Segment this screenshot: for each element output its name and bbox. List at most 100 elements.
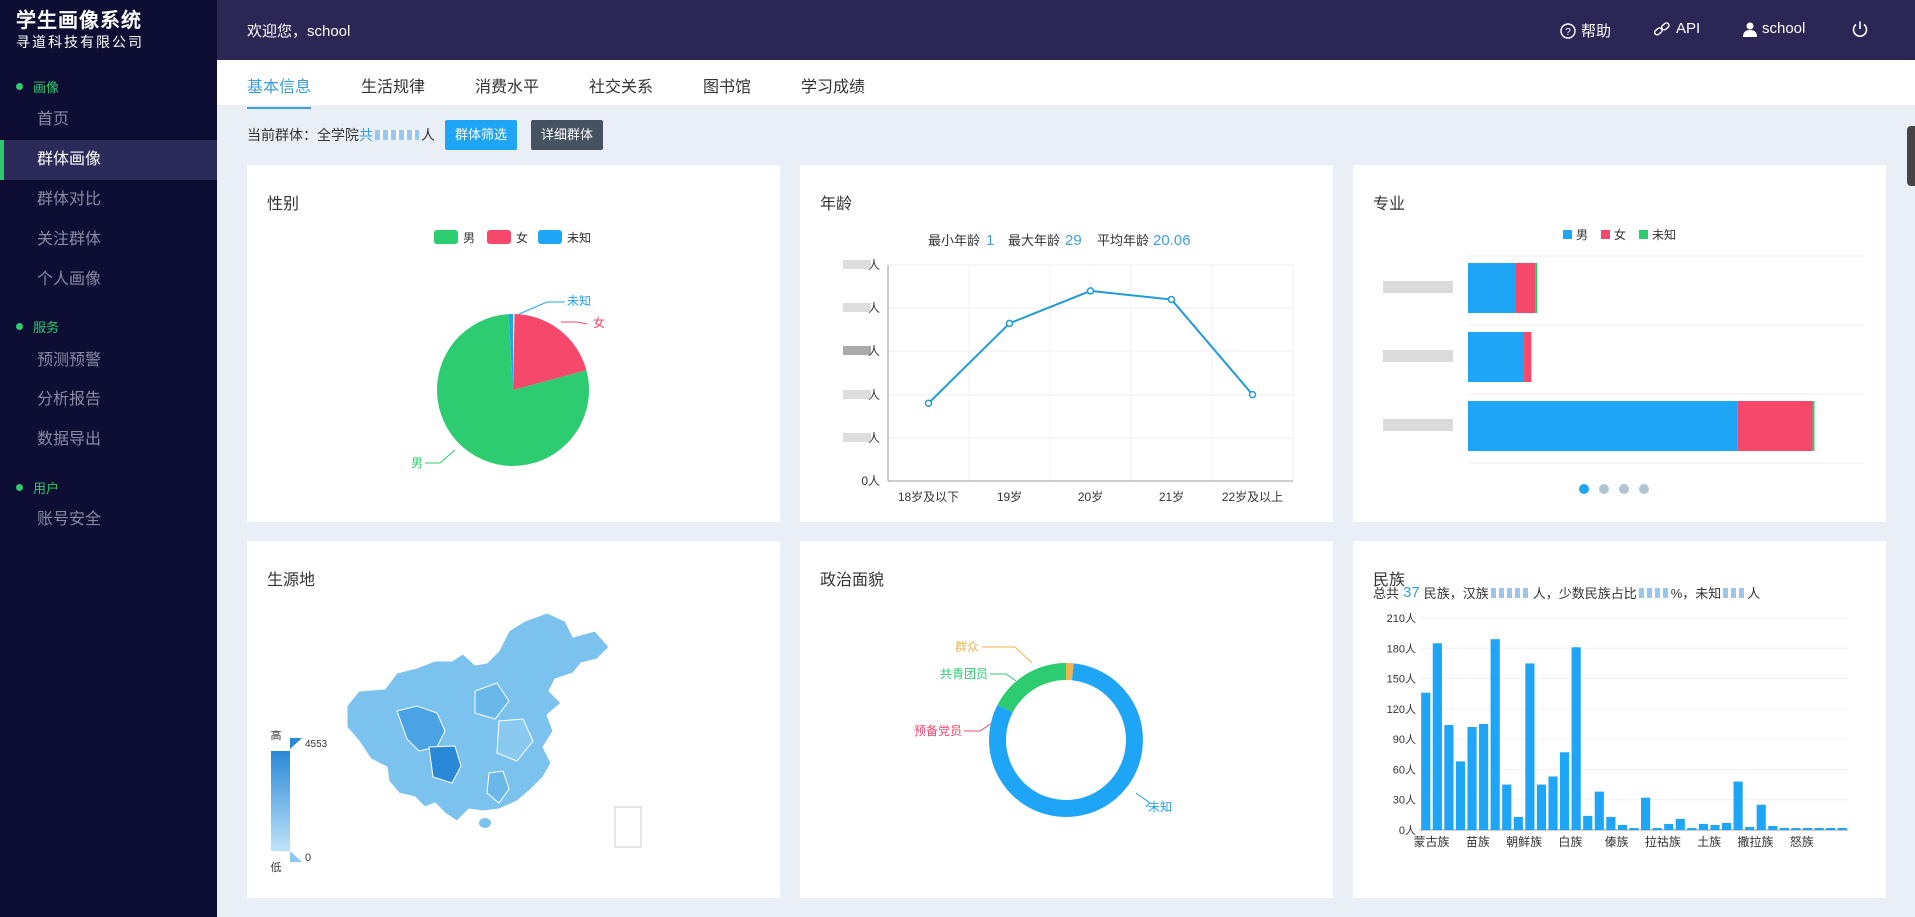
province-shape-4[interactable] xyxy=(486,770,510,804)
ethnic-s2: 民族，汉族 xyxy=(1423,586,1489,601)
eth-bar[interactable] xyxy=(1421,692,1431,830)
eth-bar[interactable] xyxy=(1467,727,1477,830)
age-point[interactable] xyxy=(924,399,933,407)
visualmap-handle-bottom[interactable] xyxy=(290,851,302,862)
eth-bar[interactable] xyxy=(1640,797,1651,830)
eth-bar[interactable] xyxy=(1536,784,1547,830)
pager-dot-1[interactable] xyxy=(1579,484,1589,494)
eth-bar[interactable] xyxy=(1525,663,1535,830)
eth-bar[interactable] xyxy=(1837,827,1847,830)
major-bar-female[interactable] xyxy=(1737,401,1813,451)
eth-bar[interactable] xyxy=(1698,823,1708,830)
eth-bar[interactable] xyxy=(1721,822,1732,830)
user-menu[interactable]: school xyxy=(1743,20,1805,37)
eth-bar[interactable] xyxy=(1745,826,1755,830)
eth-bar[interactable] xyxy=(1548,776,1558,830)
major-bar-male[interactable] xyxy=(1468,263,1516,313)
eth-bar[interactable] xyxy=(1490,639,1500,830)
sidebar-item-group-compare[interactable]: 群体对比 xyxy=(37,191,102,208)
visualmap-handle-top[interactable] xyxy=(290,738,302,749)
major-bar-female[interactable] xyxy=(1515,263,1536,313)
eth-bar[interactable] xyxy=(1571,647,1581,830)
pol-slice-league[interactable] xyxy=(997,663,1066,713)
eth-bar[interactable] xyxy=(1455,761,1466,830)
eth-bar[interactable] xyxy=(1814,827,1824,830)
eth-bar[interactable] xyxy=(1502,784,1512,830)
eth-bar[interactable] xyxy=(1583,815,1593,830)
major-legend-unknown[interactable]: 未知 xyxy=(1652,228,1676,242)
age-point[interactable] xyxy=(1167,295,1176,304)
major-bar-unknown[interactable] xyxy=(1812,401,1815,451)
eth-bar[interactable] xyxy=(1675,818,1685,830)
sidebar-item-account-security[interactable]: 账号安全 xyxy=(37,511,102,528)
eth-bar[interactable] xyxy=(1479,724,1489,830)
eth-bar[interactable] xyxy=(1779,827,1789,830)
eth-bar[interactable] xyxy=(1652,827,1662,830)
eth-bar[interactable] xyxy=(1629,827,1639,830)
pager-dot-3[interactable] xyxy=(1619,484,1629,494)
pol-slice-masses[interactable] xyxy=(1066,663,1074,681)
eth-bar[interactable] xyxy=(1513,816,1523,830)
tab-life-pattern[interactable]: 生活规律 xyxy=(361,79,426,96)
legend-female[interactable]: 女 xyxy=(516,230,528,245)
eth-bar[interactable] xyxy=(1756,804,1766,830)
eth-bar[interactable] xyxy=(1687,827,1697,830)
sidebar-item-home[interactable]: 首页 xyxy=(37,111,70,128)
visualmap-bar[interactable] xyxy=(271,751,290,851)
sidebar-item-personal-portrait[interactable]: 个人画像 xyxy=(37,271,102,288)
eth-bar[interactable] xyxy=(1617,824,1628,830)
group-detail-button[interactable]: 详细群体 xyxy=(531,120,604,150)
eth-bar[interactable] xyxy=(1560,752,1570,830)
eth-bar[interactable] xyxy=(1802,827,1813,830)
eth-bar[interactable] xyxy=(1432,643,1442,830)
major-bar-female[interactable] xyxy=(1523,332,1532,382)
logout-button[interactable] xyxy=(1851,20,1874,38)
sidebar-item-prediction[interactable]: 预测预警 xyxy=(37,352,102,369)
side-scroll-handle[interactable] xyxy=(1907,126,1915,186)
pie-slice-female[interactable] xyxy=(513,314,587,390)
legend-male[interactable]: 男 xyxy=(463,231,475,245)
ethnic-count: 37 xyxy=(1403,584,1420,601)
hainan-shape[interactable] xyxy=(479,818,491,828)
legend-unknown[interactable]: 未知 xyxy=(567,231,591,245)
eth-bar[interactable] xyxy=(1594,791,1604,830)
sidebar-item-group-portrait[interactable]: 群体画像 xyxy=(0,140,217,180)
highlight-province[interactable] xyxy=(428,745,462,784)
help-link[interactable]: ? 帮助 xyxy=(1560,20,1611,41)
tab-basic-info[interactable]: 基本信息 xyxy=(247,73,312,109)
pie-slice-male[interactable] xyxy=(437,314,589,466)
major-bar-unknown[interactable] xyxy=(1535,263,1538,313)
tab-grades[interactable]: 学习成绩 xyxy=(801,79,866,96)
eth-bar[interactable] xyxy=(1664,823,1674,830)
pager-dot-4[interactable] xyxy=(1639,484,1649,494)
tab-library[interactable]: 图书馆 xyxy=(703,79,752,96)
age-point[interactable] xyxy=(1248,390,1257,399)
eth-bar[interactable] xyxy=(1710,824,1720,830)
api-link[interactable]: API xyxy=(1653,20,1700,37)
province-shape-3[interactable] xyxy=(496,718,534,762)
major-bar-male[interactable] xyxy=(1468,332,1524,382)
sidebar-item-report[interactable]: 分析报告 xyxy=(37,391,102,408)
major-bar-male[interactable] xyxy=(1468,401,1738,451)
major-legend-male[interactable]: 男 xyxy=(1576,228,1588,242)
province-shape-2[interactable] xyxy=(474,682,510,720)
eth-bar[interactable] xyxy=(1826,827,1836,830)
group-filter-button[interactable]: 群体筛选 xyxy=(445,120,518,150)
province-shape[interactable] xyxy=(396,705,446,752)
eth-bar[interactable] xyxy=(1733,781,1743,830)
age-point[interactable] xyxy=(1086,287,1095,295)
sidebar-item-watch-groups[interactable]: 关注群体 xyxy=(37,231,102,248)
sidebar-item-export[interactable]: 数据导出 xyxy=(37,431,102,448)
eth-bar[interactable] xyxy=(1768,825,1778,830)
eth-bar[interactable] xyxy=(1444,725,1454,830)
eth-bar[interactable] xyxy=(1791,827,1801,830)
age-point[interactable] xyxy=(1005,319,1014,328)
pie-slice-unknown[interactable] xyxy=(508,314,514,390)
tab-social[interactable]: 社交关系 xyxy=(589,79,654,96)
ethnic-minority-ratio xyxy=(1638,587,1669,598)
major-legend-female[interactable]: 女 xyxy=(1614,227,1626,242)
tab-consumption[interactable]: 消费水平 xyxy=(475,79,540,96)
pager-dot-2[interactable] xyxy=(1599,484,1609,494)
china-map-shape[interactable] xyxy=(346,612,610,822)
eth-bar[interactable] xyxy=(1606,816,1616,830)
